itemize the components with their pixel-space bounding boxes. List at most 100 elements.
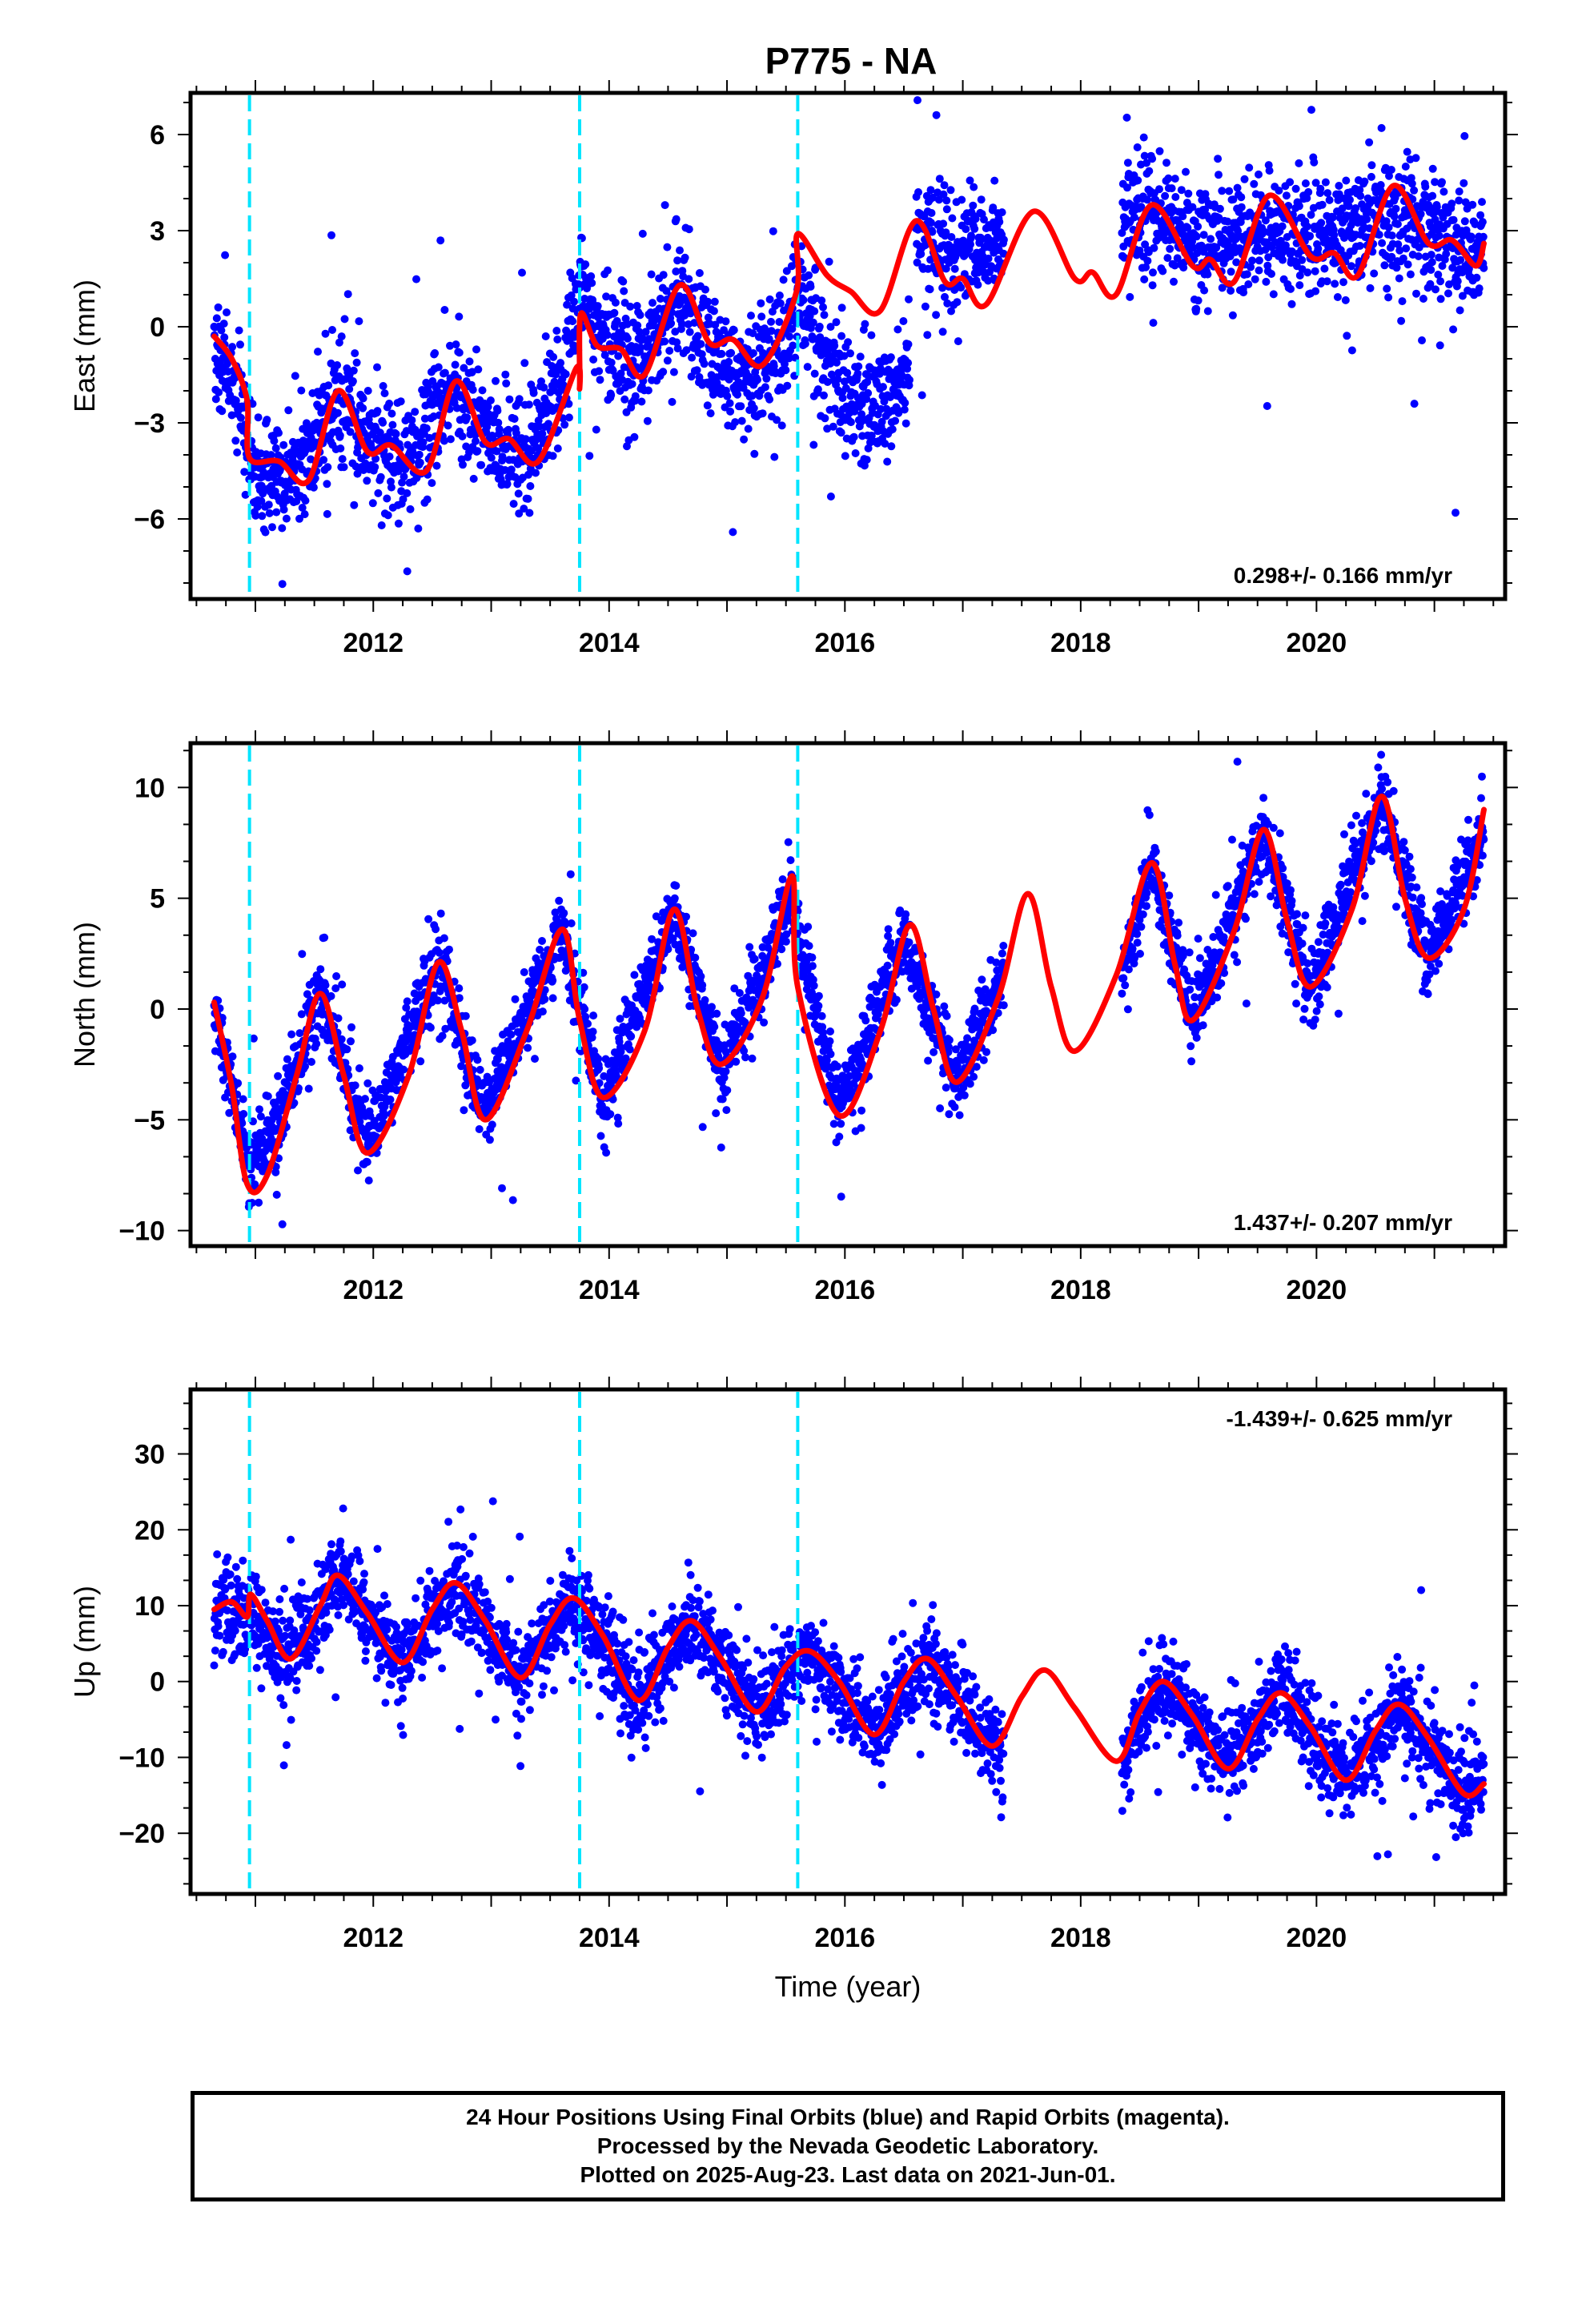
data-point xyxy=(580,1005,589,1013)
data-point xyxy=(814,991,823,1000)
data-point xyxy=(710,1023,719,1031)
data-point xyxy=(350,501,359,509)
data-point xyxy=(338,455,347,464)
x-tick-label: 2014 xyxy=(579,1275,640,1305)
data-point xyxy=(1307,106,1315,115)
data-point xyxy=(1414,252,1423,260)
data-point xyxy=(695,269,704,277)
data-point xyxy=(883,457,892,466)
data-point xyxy=(1295,159,1303,167)
data-point xyxy=(614,1120,623,1128)
data-point xyxy=(1356,191,1365,200)
data-point xyxy=(652,912,661,921)
data-point xyxy=(416,1057,425,1066)
data-point xyxy=(1137,203,1146,211)
data-point xyxy=(1416,210,1425,219)
data-point xyxy=(436,236,445,245)
data-point xyxy=(905,295,913,304)
data-point xyxy=(833,375,842,384)
data-point xyxy=(782,930,791,939)
data-point xyxy=(947,307,955,316)
data-point xyxy=(364,1176,373,1185)
data-point xyxy=(1392,263,1401,272)
data-point xyxy=(304,1084,313,1093)
y-tick-label: 0 xyxy=(150,995,165,1025)
data-point xyxy=(589,356,598,364)
data-point xyxy=(1468,200,1477,209)
data-point xyxy=(522,646,530,654)
data-point xyxy=(776,299,785,308)
data-point xyxy=(1145,167,1154,175)
data-point xyxy=(703,401,712,410)
data-point xyxy=(1367,172,1375,181)
data-point xyxy=(472,345,480,354)
y-tick-label: −6 xyxy=(134,505,165,535)
data-point xyxy=(347,1037,355,1046)
data-point xyxy=(1395,274,1403,283)
data-point xyxy=(877,404,885,413)
data-point xyxy=(636,344,644,352)
data-point xyxy=(1447,199,1456,208)
data-point xyxy=(837,304,846,312)
data-point xyxy=(1311,267,1319,275)
data-point xyxy=(901,399,909,408)
data-point xyxy=(548,452,557,460)
data-point xyxy=(1119,242,1128,251)
data-point xyxy=(302,419,311,428)
data-point xyxy=(431,349,440,357)
data-point xyxy=(1304,187,1313,196)
data-point xyxy=(507,465,516,474)
data-point xyxy=(1240,175,1249,183)
data-point xyxy=(411,408,420,416)
data-point xyxy=(941,292,949,301)
data-point xyxy=(486,396,495,404)
data-point xyxy=(760,1018,769,1027)
data-point xyxy=(1421,183,1430,191)
data-point xyxy=(1303,222,1311,231)
data-point xyxy=(820,311,829,320)
data-point xyxy=(434,363,443,372)
data-point xyxy=(363,1158,371,1166)
data-point xyxy=(670,894,679,903)
data-point xyxy=(375,428,384,437)
data-point xyxy=(1394,240,1403,249)
data-point xyxy=(727,348,736,357)
data-point xyxy=(258,512,267,521)
data-point xyxy=(1218,187,1227,195)
data-point xyxy=(334,1014,343,1023)
data-point xyxy=(788,324,797,333)
data-point xyxy=(553,335,562,344)
data-point xyxy=(256,1112,265,1121)
data-point xyxy=(773,959,781,968)
data-point xyxy=(1200,286,1209,295)
data-point xyxy=(762,374,771,383)
data-point xyxy=(1188,237,1196,246)
data-point xyxy=(1403,147,1411,156)
data-point xyxy=(1163,254,1172,263)
data-point xyxy=(551,908,560,917)
data-point xyxy=(1275,187,1283,195)
data-point xyxy=(765,395,774,404)
data-point xyxy=(446,435,455,444)
data-point xyxy=(1435,231,1443,240)
data-point xyxy=(942,196,951,205)
data-point xyxy=(257,497,266,505)
data-point xyxy=(1360,177,1369,186)
data-point xyxy=(693,332,702,340)
data-point xyxy=(525,509,534,517)
data-point xyxy=(723,392,732,400)
data-point xyxy=(346,428,355,436)
data-point xyxy=(278,1220,287,1228)
data-point xyxy=(259,468,268,476)
data-point xyxy=(668,397,677,406)
data-point xyxy=(966,176,974,185)
data-point xyxy=(616,369,625,378)
data-point xyxy=(473,1055,482,1064)
data-point xyxy=(498,452,507,461)
x-tick-label: 2018 xyxy=(1050,628,1111,658)
data-point xyxy=(560,909,568,918)
data-point xyxy=(1310,158,1319,167)
data-point xyxy=(1143,256,1152,265)
data-point xyxy=(440,934,448,943)
data-point xyxy=(1142,159,1150,167)
